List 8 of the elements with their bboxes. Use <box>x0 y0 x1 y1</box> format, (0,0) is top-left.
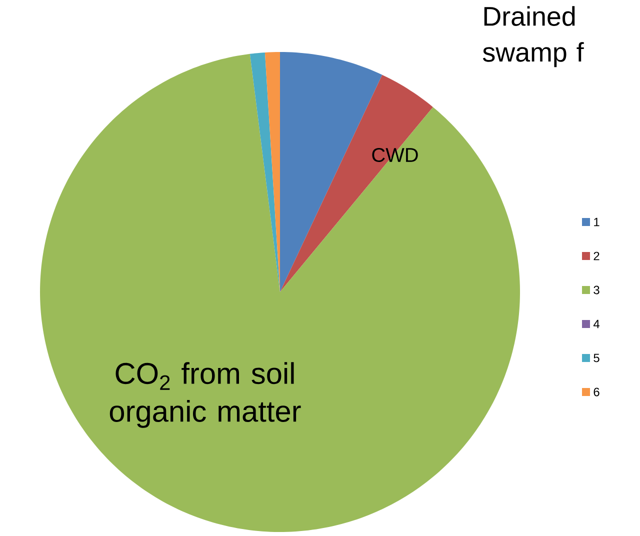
legend-label: 2 <box>594 252 600 260</box>
chart-title: Drained swamp f <box>482 6 584 68</box>
legend-label: 1 <box>594 218 600 226</box>
legend-label: 4 <box>593 320 600 328</box>
legend-label: 5 <box>594 354 600 362</box>
legend-label: 3 <box>594 286 600 294</box>
legend-label: 6 <box>594 388 600 396</box>
text: CO$_{2}$ from soil organic matter <box>110 362 301 428</box>
